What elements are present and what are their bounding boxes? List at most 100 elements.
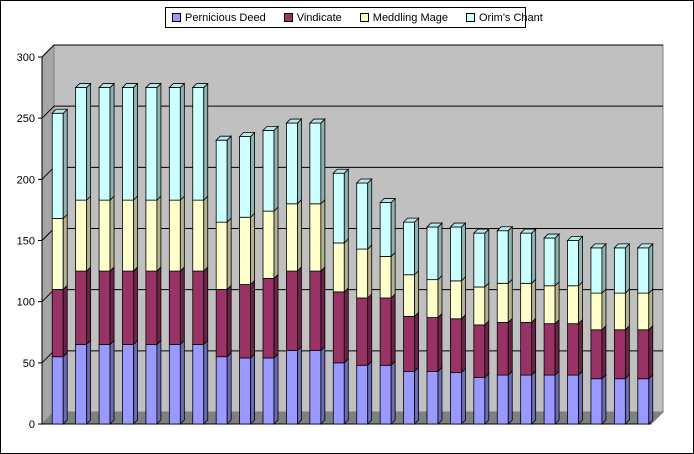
bar-orim-s-chant-5 xyxy=(145,87,158,201)
bar-meddling-mage-21 xyxy=(520,282,533,323)
bar-meddling-mage-14-side xyxy=(367,244,373,299)
legend-label-orims-chant: Orim's Chant xyxy=(479,11,543,24)
bar-orim-s-chant-2 xyxy=(75,87,88,201)
bar-vindicate-14 xyxy=(356,297,369,366)
bar-vindicate-4 xyxy=(122,270,134,345)
legend-swatch-pernicious-deed xyxy=(172,13,181,22)
bar-orim-s-chant-16-side xyxy=(414,217,419,276)
bar-orim-s-chant-6-side xyxy=(179,82,185,202)
bar-orim-s-chant-26-side xyxy=(648,242,654,295)
legend-item-orims-chant: Orim's Chant xyxy=(466,12,543,24)
bar-meddling-mage-5-side xyxy=(156,195,162,273)
bar-orim-s-chant-25-side xyxy=(624,242,630,295)
bar-orim-s-chant-24-top xyxy=(589,243,607,249)
bar-meddling-mage-5 xyxy=(145,199,158,272)
bar-orim-s-chant-14-top xyxy=(355,178,373,184)
bar-orim-s-chant-20-side xyxy=(507,225,513,285)
bar-pernicious-deed-5-side xyxy=(156,339,162,425)
y-tick-label: 50 xyxy=(23,358,35,370)
bar-meddling-mage-22 xyxy=(543,285,556,325)
bar-meddling-mage-20 xyxy=(496,282,509,323)
bar-vindicate-10 xyxy=(262,278,275,359)
bar-orim-s-chant-3-side xyxy=(109,82,115,202)
bar-pernicious-deed-1-side xyxy=(62,351,68,425)
bar-vindicate-13-side xyxy=(343,286,349,364)
bar-vindicate-15-side xyxy=(390,293,396,367)
bar-orim-s-chant-11-side xyxy=(297,118,302,205)
legend-item-pernicious-deed: Pernicious Deed xyxy=(172,12,266,24)
bar-orim-s-chant-5-side xyxy=(156,82,162,202)
bar-vindicate-9-side xyxy=(250,279,255,359)
bar-orim-s-chant-20-top xyxy=(496,226,514,232)
bar-meddling-mage-18 xyxy=(450,280,462,320)
bar-orim-s-chant-7-top xyxy=(191,83,209,88)
bar-orim-s-chant-23-side xyxy=(578,235,583,287)
bar-vindicate-16 xyxy=(403,315,415,372)
bar-orim-s-chant-17 xyxy=(426,226,439,281)
bar-vindicate-2-side xyxy=(86,266,92,346)
bar-vindicate-7 xyxy=(192,270,205,345)
bar-vindicate-22-side xyxy=(554,318,560,377)
bar-orim-s-chant-2-top xyxy=(74,83,92,88)
bar-meddling-mage-24 xyxy=(590,292,603,331)
bar-orim-s-chant-9-side xyxy=(250,131,255,219)
bar-orim-s-chant-15-top xyxy=(379,198,397,203)
bar-orim-s-chant-25-top xyxy=(613,243,631,249)
bar-orim-s-chant-16-top xyxy=(402,217,420,223)
bar-orim-s-chant-8-side xyxy=(226,135,232,224)
bar-orim-s-chant-24 xyxy=(590,247,603,294)
bar-orim-s-chant-13-side xyxy=(343,168,349,244)
bar-pernicious-deed-21-side xyxy=(531,370,537,425)
bar-meddling-mage-9 xyxy=(239,216,251,285)
bar-orim-s-chant-14-side xyxy=(367,178,373,251)
bar-orim-s-chant-8-top xyxy=(215,135,233,141)
bar-orim-s-chant-21 xyxy=(520,232,533,284)
bar-pernicious-deed-10 xyxy=(262,357,275,425)
bar-orim-s-chant-1-side xyxy=(62,108,68,220)
y-tick-label: 150 xyxy=(17,236,35,248)
bar-orim-s-chant-15-side xyxy=(390,197,396,258)
bar-vindicate-11-side xyxy=(297,266,302,352)
bar-vindicate-6 xyxy=(168,270,181,345)
bar-vindicate-14-side xyxy=(367,293,373,367)
bar-vindicate-4-side xyxy=(133,266,138,346)
bar-vindicate-24 xyxy=(590,329,603,380)
bar-meddling-mage-11 xyxy=(286,203,298,272)
bar-pernicious-deed-2-side xyxy=(86,339,92,425)
bar-meddling-mage-17 xyxy=(426,279,439,318)
bar-orim-s-chant-22 xyxy=(543,237,556,287)
bar-pernicious-deed-24 xyxy=(590,378,603,425)
bar-meddling-mage-19 xyxy=(473,286,486,326)
bar-vindicate-1-side xyxy=(62,284,68,358)
legend-item-vindicate: Vindicate xyxy=(283,12,342,24)
bar-pernicious-deed-20 xyxy=(496,374,509,425)
bar-meddling-mage-17-side xyxy=(437,274,443,319)
bar-orim-s-chant-23-top xyxy=(566,236,584,241)
bar-pernicious-deed-17 xyxy=(426,370,439,425)
bar-pernicious-deed-10-side xyxy=(273,352,279,425)
bar-meddling-mage-11-side xyxy=(297,198,302,273)
bar-pernicious-deed-7 xyxy=(192,344,205,425)
bar-pernicious-deed-12-side xyxy=(320,345,326,425)
bar-orim-s-chant-3 xyxy=(98,87,111,201)
bar-pernicious-deed-9-side xyxy=(250,352,255,425)
bar-meddling-mage-21-side xyxy=(531,278,537,324)
bar-orim-s-chant-19-side xyxy=(484,228,490,288)
bar-meddling-mage-25-side xyxy=(624,288,630,331)
bar-orim-s-chant-12-top xyxy=(308,118,326,124)
bar-pernicious-deed-23 xyxy=(567,374,579,425)
bar-meddling-mage-8-side xyxy=(226,217,232,291)
bar-orim-s-chant-13-top xyxy=(332,168,350,174)
bar-pernicious-deed-6 xyxy=(168,344,181,425)
bar-pernicious-deed-19 xyxy=(473,377,486,425)
bar-meddling-mage-18-side xyxy=(461,275,466,320)
bar-pernicious-deed-25 xyxy=(613,378,626,425)
bar-pernicious-deed-4-side xyxy=(133,339,138,425)
bar-orim-s-chant-3-top xyxy=(98,83,116,88)
legend: Pernicious Deed Vindicate Meddling Mage … xyxy=(165,7,543,28)
bar-pernicious-deed-21 xyxy=(520,374,533,425)
bar-vindicate-21 xyxy=(520,322,533,376)
bar-pernicious-deed-12 xyxy=(309,350,322,425)
bar-meddling-mage-19-side xyxy=(484,282,490,326)
